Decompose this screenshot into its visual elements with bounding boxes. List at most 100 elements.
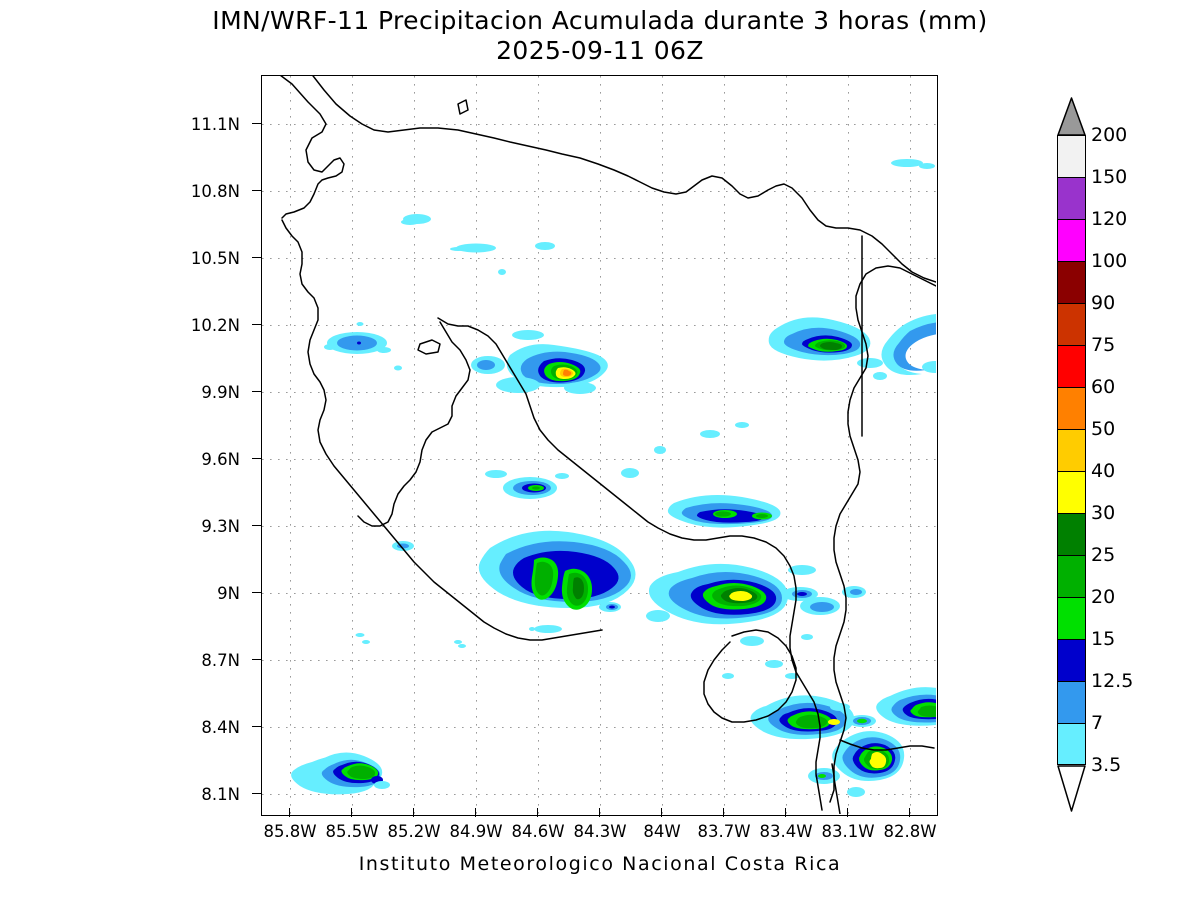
precip-cell-sarapiqui [857,314,936,380]
colorbar-band-50[interactable] [1057,429,1086,471]
colorbar-band-90[interactable] [1057,303,1086,345]
y-tick-label-4: 9.9N [201,383,240,402]
y-tick-mark-9 [252,726,261,728]
y-tick-mark-2 [252,257,261,259]
x-tick-label-1: 85.5W [325,822,379,841]
precip-cell-group-south-central [362,587,818,679]
colorbar-band-75[interactable] [1057,345,1086,387]
chart-title-line-1: IMN/WRF-11 Precipitacion Acumulada duran… [212,6,988,35]
colorbar-label-25: 25 [1091,544,1116,566]
x-tick-label-10: 82.8W [883,822,937,841]
x-tick-label-4: 84.6W [511,822,565,841]
precip-cell-turrialba [667,495,781,528]
precip-cell-group-mid [621,422,749,478]
colorbar-label-40: 40 [1091,460,1116,482]
coast-panama-south-stub [829,763,835,803]
precip-cell-talamanca [478,530,636,633]
x-tick-mark-0 [289,808,291,817]
colorbar-label-100: 100 [1091,250,1128,272]
y-tick-mark-10 [252,793,261,795]
x-tick-label-6: 84W [643,822,681,841]
x-tick-mark-3 [475,808,477,817]
precip-cell-poas [768,317,871,361]
y-tick-label-7: 9N [217,584,240,603]
precip-cell-group-southeast [800,586,866,615]
colorbar-band-200[interactable] [1057,135,1086,177]
y-tick-mark-6 [252,525,261,527]
y-tick-mark-3 [252,324,261,326]
colorbar-band-150[interactable] [1057,177,1086,219]
colorbar-band-25[interactable] [1057,555,1086,597]
chart-title-line-2: 2025-09-11 06Z [496,36,704,65]
colorbar-band-60[interactable] [1057,387,1086,429]
colorbar-label-7: 7 [1091,712,1104,734]
colorbar-band-20[interactable] [1057,597,1086,639]
precip-cell-border-cluster [750,687,936,740]
y-tick-label-6: 9.3N [201,517,240,536]
x-tick-label-9: 83.1W [821,822,875,841]
x-tick-mark-6 [661,808,663,817]
border-panama-inland [839,739,935,751]
x-tick-label-8: 83.4W [759,822,813,841]
coast-nicaragua-caribbean [312,76,936,283]
colorbar[interactable]: 200 150 120 100 90 75 60 50 40 30 25 20 … [1057,97,1133,812]
x-tick-mark-10 [909,808,911,817]
precip-cell-group-pacific-small [355,541,535,648]
colorbar-label-12-5: 12.5 [1091,670,1134,692]
colorbar-band-30[interactable] [1057,513,1086,555]
colorbar-band-40[interactable] [1057,471,1086,513]
colorbar-label-50: 50 [1091,418,1116,440]
x-tick-label-7: 83.7W [697,822,751,841]
colorbar-label-60: 60 [1091,376,1116,398]
y-tick-mark-0 [252,123,261,125]
precipitation-field [291,159,936,797]
colorbar-band-15[interactable] [1057,639,1086,681]
colorbar-over-arrow [1057,97,1086,136]
precip-cell-guanacaste [324,322,402,371]
y-tick-mark-1 [252,190,261,192]
map-plot-area[interactable] [261,75,938,816]
x-tick-mark-1 [351,808,353,817]
map-svg [262,76,936,814]
map-clip [262,76,937,815]
coast-nicaragua-nw [280,76,345,219]
precip-cell-cordillera-central [471,330,608,394]
coast-guanacaste-nicoya-west [281,219,603,641]
colorbar-band-100[interactable] [1057,261,1086,303]
precip-cell-cerro-muerte [646,563,816,625]
coast-pacific-south [437,317,823,811]
y-tick-label-10: 8.1N [201,785,240,804]
colorbar-label-30: 30 [1091,502,1116,524]
colorbar-under-arrow [1057,765,1086,812]
colorbar-band-120[interactable] [1057,219,1086,261]
colorbar-label-120: 120 [1091,208,1128,230]
colorbar-label-15: 15 [1091,628,1116,650]
y-tick-label-2: 10.5N [190,249,240,268]
x-tick-mark-8 [785,808,787,817]
x-tick-label-3: 84.9W [449,822,503,841]
y-tick-mark-7 [252,592,261,594]
y-tick-mark-8 [252,659,261,661]
colorbar-label-20: 20 [1091,586,1116,608]
coast-caribbean-southeast [833,265,936,814]
x-tick-mark-4 [537,808,539,817]
colorbar-label-75: 75 [1091,334,1116,356]
x-tick-mark-5 [599,808,601,817]
coastline-layer [280,76,936,814]
coast-nicoya-gulf-east [357,321,471,527]
y-tick-label-8: 8.7N [201,651,240,670]
precip-cell-valle-central [485,470,569,499]
x-tick-label-0: 85.8W [263,822,317,841]
x-tick-mark-2 [413,808,415,817]
coast-osa-golfo-dulce [703,629,797,723]
x-tick-mark-7 [723,808,725,817]
y-tick-mark-5 [252,458,261,460]
colorbar-band-12-5[interactable] [1057,681,1086,723]
colorbar-band-7[interactable] [1057,723,1086,765]
y-tick-label-5: 9.6N [201,450,240,469]
island-gulf-nicoya [417,339,441,355]
y-tick-label-0: 11.1N [190,115,240,134]
y-tick-label-1: 10.8N [190,182,240,201]
colorbar-label-3-5: 3.5 [1091,754,1122,776]
